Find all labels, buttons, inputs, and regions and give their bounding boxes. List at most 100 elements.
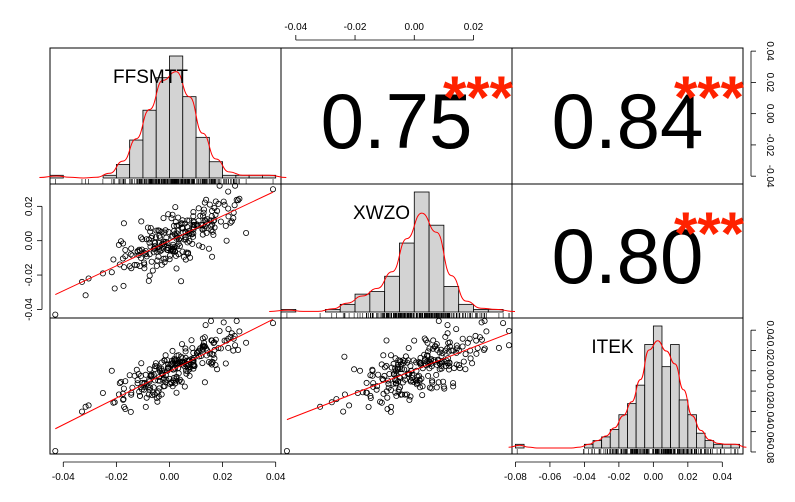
- scatter-point-xwzo-vs-ffsmtt: [243, 229, 250, 236]
- scatter-point-itek-vs-ffsmtt: [153, 394, 160, 401]
- scatter-point-itek-vs-ffsmtt: [225, 344, 232, 351]
- scatter-point-itek-vs-xwzo: [381, 372, 388, 379]
- hist-bar-xwzo: [339, 303, 356, 313]
- scatter-point-xwzo-vs-ffsmtt: [195, 205, 202, 212]
- scatter-point-itek-vs-xwzo: [375, 371, 382, 378]
- x-axis-tick-label: -0.02: [607, 472, 630, 483]
- scatter-point-itek-vs-ffsmtt: [131, 372, 138, 379]
- scatter-point-xwzo-vs-ffsmtt: [165, 245, 172, 252]
- scatter-point-itek-vs-xwzo: [378, 399, 385, 406]
- hist-bar-xwzo: [443, 286, 460, 313]
- scatter-point-itek-vs-xwzo: [388, 364, 395, 371]
- scatter-point-xwzo-vs-ffsmtt: [227, 219, 234, 226]
- scatter-point-itek-vs-ffsmtt: [175, 359, 182, 366]
- variable-label-xwzo: XWZO: [353, 203, 410, 224]
- scatter-point-itek-vs-ffsmtt: [232, 342, 239, 349]
- scatter-point-xwzo-vs-ffsmtt: [144, 224, 151, 231]
- scatter-point-itek-vs-xwzo: [422, 337, 429, 344]
- scatter-point-itek-vs-ffsmtt: [233, 317, 240, 324]
- scatter-point-itek-vs-ffsmtt: [147, 371, 154, 378]
- hist-bar-itek: [696, 432, 706, 449]
- scatter-point-itek-vs-xwzo: [413, 377, 420, 384]
- scatter-point-itek-vs-xwzo: [450, 383, 457, 390]
- scatter-point-itek-vs-ffsmtt: [85, 402, 92, 409]
- hist-bar-xwzo: [354, 293, 371, 313]
- hist-bar-itek: [687, 414, 697, 449]
- scatter-point-itek-vs-xwzo: [397, 391, 404, 398]
- scatter-point-itek-vs-ffsmtt: [147, 384, 154, 391]
- scatter-point-xwzo-vs-ffsmtt: [116, 261, 123, 268]
- scatter-point-itek-vs-xwzo: [416, 384, 423, 391]
- scatter-point-xwzo-vs-ffsmtt: [170, 245, 177, 252]
- scatter-point-xwzo-vs-ffsmtt: [163, 234, 170, 241]
- y-axis-tick-label: -0.02: [24, 263, 35, 286]
- scatter-point-itek-vs-xwzo: [390, 380, 397, 387]
- scatter-point-xwzo-vs-ffsmtt: [82, 292, 89, 299]
- scatter-point-xwzo-vs-ffsmtt: [169, 245, 176, 252]
- right-axis-tick-label: -0.04: [764, 165, 775, 188]
- scatter-point-xwzo-vs-ffsmtt: [172, 204, 179, 211]
- hist-bar-ffsmtt: [102, 174, 117, 179]
- scatter-point-itek-vs-ffsmtt: [227, 333, 234, 340]
- scatter-point-itek-vs-ffsmtt: [165, 361, 172, 368]
- top-axis-tick-label: -0.04: [284, 22, 307, 33]
- scatter-point-xwzo-vs-ffsmtt: [230, 209, 237, 216]
- scatter-point-itek-vs-ffsmtt: [222, 360, 229, 367]
- scatter-point-itek-vs-xwzo: [407, 393, 414, 400]
- scatter-point-itek-vs-xwzo: [283, 447, 290, 454]
- scatter-point-itek-vs-ffsmtt: [152, 360, 159, 367]
- scatter-point-xwzo-vs-ffsmtt: [138, 246, 145, 253]
- scatter-point-xwzo-vs-ffsmtt: [171, 227, 178, 234]
- scatter-point-itek-vs-xwzo: [453, 361, 460, 368]
- scatter-point-xwzo-vs-ffsmtt: [199, 222, 206, 229]
- hist-bar-itek: [661, 366, 671, 449]
- scatter-point-itek-vs-xwzo: [379, 375, 386, 382]
- scatter-point-xwzo-vs-ffsmtt: [147, 224, 154, 231]
- scatter-point-itek-vs-xwzo: [363, 379, 370, 386]
- right-axis-tick-label: -0.06: [764, 420, 775, 443]
- scatter-point-itek-vs-ffsmtt: [155, 388, 162, 395]
- scatter-point-itek-vs-ffsmtt: [182, 345, 189, 352]
- scatter-point-itek-vs-xwzo: [428, 385, 435, 392]
- scatter-point-itek-vs-xwzo: [390, 360, 397, 367]
- scatter-point-xwzo-vs-ffsmtt: [199, 231, 206, 238]
- hist-bar-itek: [609, 429, 620, 449]
- scatter-point-itek-vs-xwzo: [395, 386, 402, 393]
- x-axis-tick-label: 0.04: [266, 472, 286, 483]
- scatter-point-itek-vs-xwzo: [442, 347, 449, 354]
- scatter-point-itek-vs-ffsmtt: [170, 374, 177, 381]
- scatter-point-itek-vs-xwzo: [500, 320, 507, 327]
- scatter-point-itek-vs-xwzo: [356, 367, 363, 374]
- scatter-point-itek-vs-ffsmtt: [156, 377, 163, 384]
- scatter-point-itek-vs-xwzo: [426, 345, 433, 352]
- scatter-point-itek-vs-ffsmtt: [161, 357, 168, 364]
- scatter-point-xwzo-vs-ffsmtt: [179, 248, 186, 255]
- scatter-point-itek-vs-xwzo: [429, 377, 436, 384]
- x-axis-tick-label: 0.00: [644, 472, 664, 483]
- scatter-point-xwzo-vs-ffsmtt: [232, 182, 239, 189]
- scatter-point-xwzo-vs-ffsmtt: [211, 217, 218, 224]
- scatter-point-itek-vs-ffsmtt: [122, 378, 129, 385]
- scatter-point-xwzo-vs-ffsmtt: [169, 211, 176, 218]
- scatter-point-itek-vs-xwzo: [473, 350, 480, 357]
- scatter-point-itek-vs-ffsmtt: [143, 394, 150, 401]
- scatter-point-itek-vs-ffsmtt: [201, 343, 208, 350]
- scatter-point-xwzo-vs-ffsmtt: [121, 264, 128, 271]
- scatter-point-xwzo-vs-ffsmtt: [214, 207, 221, 214]
- scatter-point-itek-vs-xwzo: [317, 403, 324, 410]
- scatter-point-xwzo-vs-ffsmtt: [151, 239, 158, 246]
- scatter-point-itek-vs-ffsmtt: [146, 366, 153, 373]
- scatter-point-xwzo-vs-ffsmtt: [133, 261, 140, 268]
- scatter-point-itek-vs-xwzo: [433, 371, 440, 378]
- scatter-point-itek-vs-ffsmtt: [172, 360, 179, 367]
- scatter-point-itek-vs-ffsmtt: [136, 392, 143, 399]
- scatter-point-itek-vs-ffsmtt: [158, 365, 165, 372]
- scatter-point-itek-vs-xwzo: [428, 360, 435, 367]
- hist-bar-xwzo: [473, 309, 489, 313]
- scatter-point-itek-vs-xwzo: [473, 337, 480, 344]
- scatter-point-itek-vs-xwzo: [444, 360, 451, 367]
- regression-line-xwzo-vs-ffsmtt: [55, 191, 274, 296]
- scatter-point-itek-vs-xwzo: [340, 408, 347, 415]
- x-axis-tick-label: -0.02: [105, 472, 128, 483]
- scatter-point-itek-vs-ffsmtt: [108, 367, 115, 374]
